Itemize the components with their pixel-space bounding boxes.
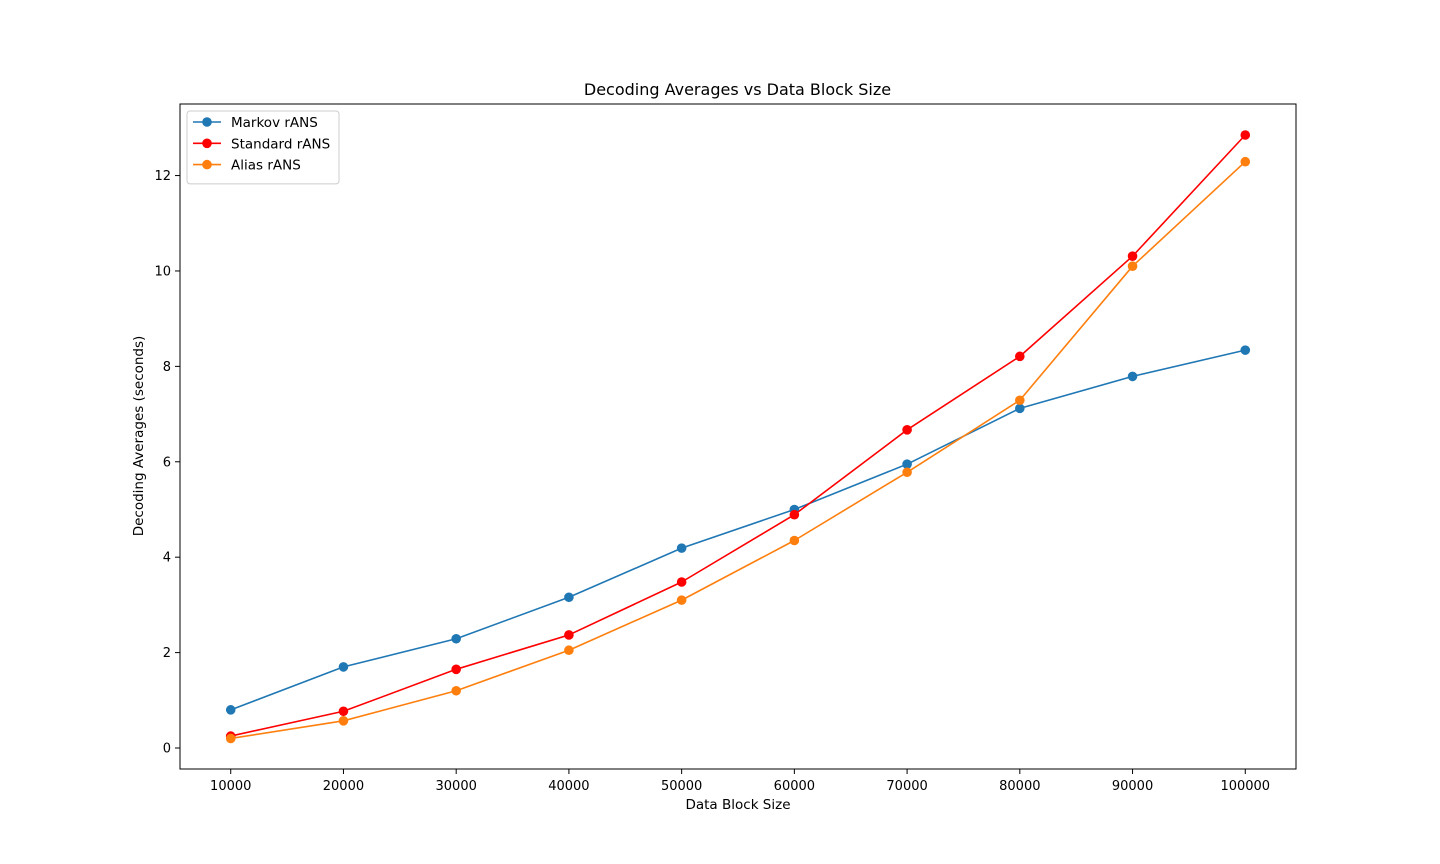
y-tick-label: 6: [163, 455, 171, 470]
data-point-alias-rans: [676, 595, 687, 605]
data-point-alias-rans: [789, 535, 800, 546]
data-point-standard-rans: [451, 664, 461, 675]
data-point-standard-rans: [1015, 351, 1025, 362]
x-axis-title: Data Block Size: [685, 797, 790, 813]
x-tick-label: 30000: [436, 779, 477, 794]
data-point-markov-rans: [451, 633, 461, 644]
data-point-standard-rans: [676, 577, 687, 587]
data-point-standard-rans: [902, 425, 912, 435]
legend-swatch-marker: [202, 159, 212, 170]
y-axis: 0 2 4 6 8 10 12: [154, 169, 180, 757]
x-tick-label: 10000: [210, 779, 251, 794]
x-tick-label: 90000: [1112, 779, 1153, 794]
legend-label: Alias rANS: [231, 158, 301, 174]
x-axis: 10000 20000 30000 40000 50000 60000 70000 80000…: [210, 769, 1270, 794]
y-tick-label: 4: [163, 551, 171, 566]
series-layer: [225, 130, 1251, 744]
legend-swatch-marker: [202, 138, 212, 149]
plot-area: [179, 103, 1297, 770]
data-point-alias-rans: [338, 716, 349, 726]
y-tick-label: 0: [163, 742, 171, 757]
series-standard-rans: [225, 130, 1251, 741]
data-point-markov-rans: [225, 705, 236, 715]
series-line-alias-rans: [230, 161, 1246, 740]
data-point-markov-rans: [564, 592, 574, 603]
y-tick-label: 12: [154, 169, 171, 184]
data-point-alias-rans: [1240, 156, 1251, 167]
series-line-standard-rans: [230, 134, 1246, 737]
x-tick-label: 60000: [774, 779, 815, 794]
legend-item: Alias rANS: [193, 158, 301, 174]
data-point-markov-rans: [338, 662, 349, 672]
data-point-alias-rans: [902, 467, 912, 478]
x-tick-label: 50000: [661, 779, 702, 794]
data-point-standard-rans: [1127, 251, 1138, 261]
data-point-markov-rans: [1015, 403, 1025, 414]
x-tick-label: 70000: [886, 779, 927, 794]
data-point-standard-rans: [564, 630, 574, 640]
data-point-standard-rans: [789, 509, 800, 520]
data-point-standard-rans: [1240, 130, 1251, 140]
data-point-alias-rans: [564, 645, 574, 656]
y-tick-label: 10: [154, 264, 171, 279]
data-point-standard-rans: [338, 706, 349, 717]
data-point-markov-rans: [1240, 345, 1251, 355]
legend-label: Standard rANS: [231, 136, 330, 152]
legend-swatch-marker: [202, 117, 212, 127]
legend-item: Standard rANS: [193, 136, 330, 152]
chart-title: Decoding Averages vs Data Block Size: [584, 80, 891, 99]
data-point-markov-rans: [676, 543, 687, 553]
data-point-alias-rans: [1015, 395, 1025, 406]
series-alias-rans: [225, 156, 1251, 744]
y-tick-label: 8: [163, 360, 171, 375]
data-point-alias-rans: [1127, 261, 1138, 271]
data-point-markov-rans: [902, 459, 912, 469]
x-tick-label: 20000: [323, 779, 364, 794]
legend-frame: [186, 110, 340, 185]
legend-item: Markov rANS: [193, 115, 318, 131]
x-tick-label: 100000: [1220, 779, 1270, 794]
series-line-markov-rans: [230, 349, 1246, 711]
x-tick-label: 80000: [999, 779, 1040, 794]
data-point-markov-rans: [1127, 371, 1138, 382]
x-tick-label: 40000: [548, 779, 589, 794]
legend-label: Markov rANS: [231, 115, 318, 131]
data-point-alias-rans: [225, 733, 236, 744]
y-axis-title: Decoding Averages (seconds): [131, 336, 147, 537]
legend: Markov rANS Standard rANS Alias rANS: [186, 110, 340, 185]
y-tick-label: 2: [163, 646, 171, 661]
series-markov-rans: [225, 345, 1251, 715]
data-point-alias-rans: [451, 685, 461, 696]
